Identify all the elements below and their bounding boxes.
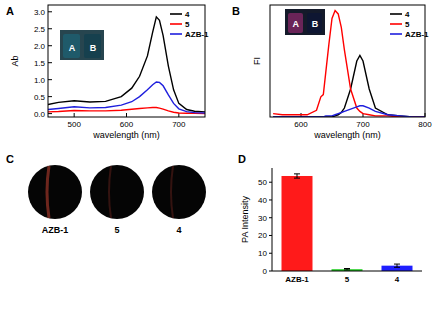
x-tick-label: AZB-1 (285, 275, 309, 284)
inset-label: A (69, 43, 76, 53)
panel-A: 5006007000.00.51.01.52.02.53.0AB45AZB-1w… (6, 5, 209, 140)
panel-letter: B (232, 5, 240, 17)
y-tick-label: 40 (258, 196, 267, 205)
panel-letter: D (238, 153, 246, 165)
series-group (48, 17, 205, 114)
x-tick-label: 5 (345, 275, 350, 284)
y-tick-label: 0.0 (34, 110, 46, 119)
y-tick-label: 3.0 (34, 8, 46, 17)
x-tick (126, 113, 127, 117)
panel-B: 600700800AB45AZB-1wavelength (nm)FIB (232, 5, 432, 140)
x-axis-label: wavelength (nm) (313, 130, 381, 140)
error-bar (394, 264, 400, 267)
series-line (48, 82, 205, 113)
y-tick-label: 50 (258, 178, 267, 187)
y-tick (48, 96, 52, 97)
y-tick-label: 0 (263, 267, 268, 276)
error-bar (344, 269, 350, 270)
legend-swatch (390, 33, 402, 35)
y-tick (48, 62, 52, 63)
y-tick-label: 20 (258, 231, 267, 240)
y-tick (48, 113, 52, 114)
inset-label: A (293, 19, 300, 29)
legend-label: 4 (405, 10, 410, 19)
legend: 45AZB-1 (170, 10, 209, 39)
x-tick-label: 4 (395, 275, 400, 284)
x-axis-label: wavelength (nm) (92, 130, 160, 140)
sample-signal (171, 166, 173, 218)
inset-label: B (312, 19, 319, 29)
figure: 5006007000.00.51.01.52.02.53.0AB45AZB-1w… (0, 0, 435, 309)
vial (63, 34, 80, 58)
series-line (48, 17, 205, 112)
y-axis-label: Ab (10, 55, 20, 66)
x-tick-label: 600 (120, 120, 134, 129)
sample-label: AZB-1 (42, 225, 69, 235)
y-tick-label: 1.5 (34, 59, 46, 68)
y-tick (48, 79, 52, 80)
sample-image (28, 165, 82, 219)
y-axis-label: FI (252, 57, 262, 65)
series-line (273, 11, 425, 117)
inset-photo: AB (285, 9, 325, 35)
legend-label: AZB-1 (185, 30, 209, 39)
legend-label: 4 (185, 10, 190, 19)
y-axis-label: PA Intensity (240, 196, 250, 243)
inset-label: B (90, 43, 97, 53)
error-bar (294, 174, 300, 178)
panel-C: C AZB-1 5 4 (6, 153, 206, 235)
y-tick-label: 30 (258, 214, 267, 223)
panel-letter: C (6, 153, 14, 165)
bar (282, 176, 313, 271)
y-tick-label: 1.0 (34, 76, 46, 85)
legend-swatch (390, 13, 402, 15)
legend-label: AZB-1 (405, 30, 429, 39)
legend: 45AZB-1 (390, 10, 429, 39)
panel-D: 0 10 20 30 40 50 AZB-1 5 4 PA Intensity D (238, 153, 422, 284)
plot-frame (48, 5, 205, 117)
y-tick-label: 2.5 (34, 25, 46, 34)
x-axis (272, 271, 422, 272)
inset-bg (285, 9, 325, 35)
vial (307, 13, 322, 33)
sample-label: 5 (114, 225, 119, 235)
panel-letter: A (6, 5, 14, 17)
vial (84, 34, 101, 58)
x-tick-label: 500 (67, 120, 81, 129)
sample-image (90, 165, 144, 219)
inset-photo: AB (60, 30, 104, 60)
y-tick (48, 28, 52, 29)
y-tick (48, 11, 52, 12)
y-tick-label: 0.5 (34, 93, 46, 102)
sample-label: 4 (176, 225, 181, 235)
x-tick-label: 700 (172, 120, 186, 129)
series-line (273, 106, 425, 117)
plot-frame (270, 5, 425, 117)
y-axis (272, 168, 273, 271)
legend-swatch (170, 13, 182, 15)
inset-bg (60, 30, 104, 60)
series-group (273, 11, 425, 117)
legend-swatch (170, 33, 182, 35)
sample-signal (109, 166, 111, 218)
legend-swatch (390, 23, 402, 25)
vial (288, 13, 303, 33)
y-tick-label: 10 (258, 249, 267, 258)
legend-swatch (170, 23, 182, 25)
x-tick (74, 113, 75, 117)
y-tick-label: 2.0 (34, 42, 46, 51)
legend-label: 5 (185, 20, 190, 29)
bars (282, 174, 413, 271)
sample-image (152, 165, 206, 219)
x-tick-label: 800 (418, 120, 432, 129)
sample-signal (47, 166, 49, 218)
x-tick-label: 700 (356, 120, 370, 129)
legend-label: 5 (405, 20, 410, 29)
x-tick-label: 600 (294, 120, 308, 129)
y-tick (48, 45, 52, 46)
series-line (48, 108, 205, 114)
series-line (273, 55, 425, 117)
